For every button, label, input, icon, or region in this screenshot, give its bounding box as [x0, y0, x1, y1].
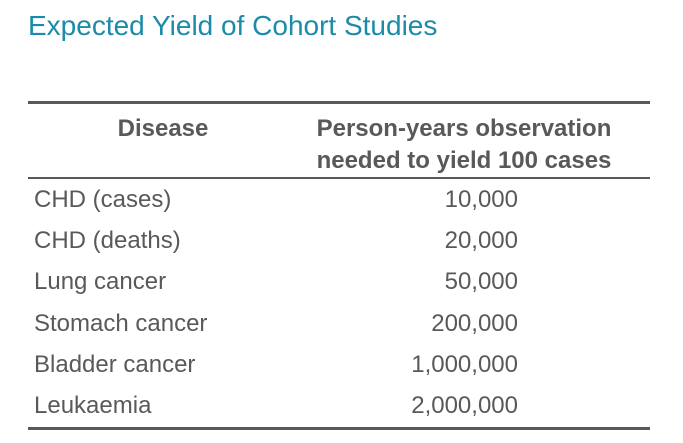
table-row: Bladder cancer 1,000,000 [28, 344, 650, 385]
column-header-disease: Disease [117, 115, 209, 142]
table-body: CHD (cases) 10,000 CHD (deaths) 20,000 L… [28, 179, 650, 427]
table-row: CHD (deaths) 20,000 [28, 220, 650, 261]
table-row: Leukaemia 2,000,000 [28, 386, 650, 427]
column-header-person-years-line1: Person-years observation [316, 115, 612, 142]
person-years-cell: 10,000 [444, 185, 518, 213]
table-header-row: Disease Person-years observation needed … [28, 104, 650, 179]
table-row: Lung cancer 50,000 [28, 262, 650, 303]
disease-cell: CHD (deaths) [34, 226, 181, 254]
person-years-cell: 20,000 [444, 226, 518, 254]
table-row: CHD (cases) 10,000 [28, 179, 650, 220]
person-years-cell: 200,000 [431, 309, 518, 337]
person-years-cell: 50,000 [444, 268, 518, 296]
disease-cell: Lung cancer [34, 268, 167, 296]
disease-cell: Leukaemia [34, 392, 152, 420]
page-title: Expected Yield of Cohort Studies [28, 10, 438, 41]
person-years-cell: 2,000,000 [411, 392, 518, 420]
column-header-person-years-line2: needed to yield 100 cases [316, 147, 612, 174]
column-header-person-years: Person-years observation needed to yield… [298, 113, 650, 177]
disease-cell: CHD (cases) [34, 185, 172, 213]
disease-cell: Bladder cancer [34, 350, 196, 378]
yield-table: Disease Person-years observation needed … [28, 101, 650, 430]
disease-cell: Stomach cancer [34, 309, 208, 337]
person-years-cell: 1,000,000 [411, 350, 518, 378]
table-row: Stomach cancer 200,000 [28, 303, 650, 344]
